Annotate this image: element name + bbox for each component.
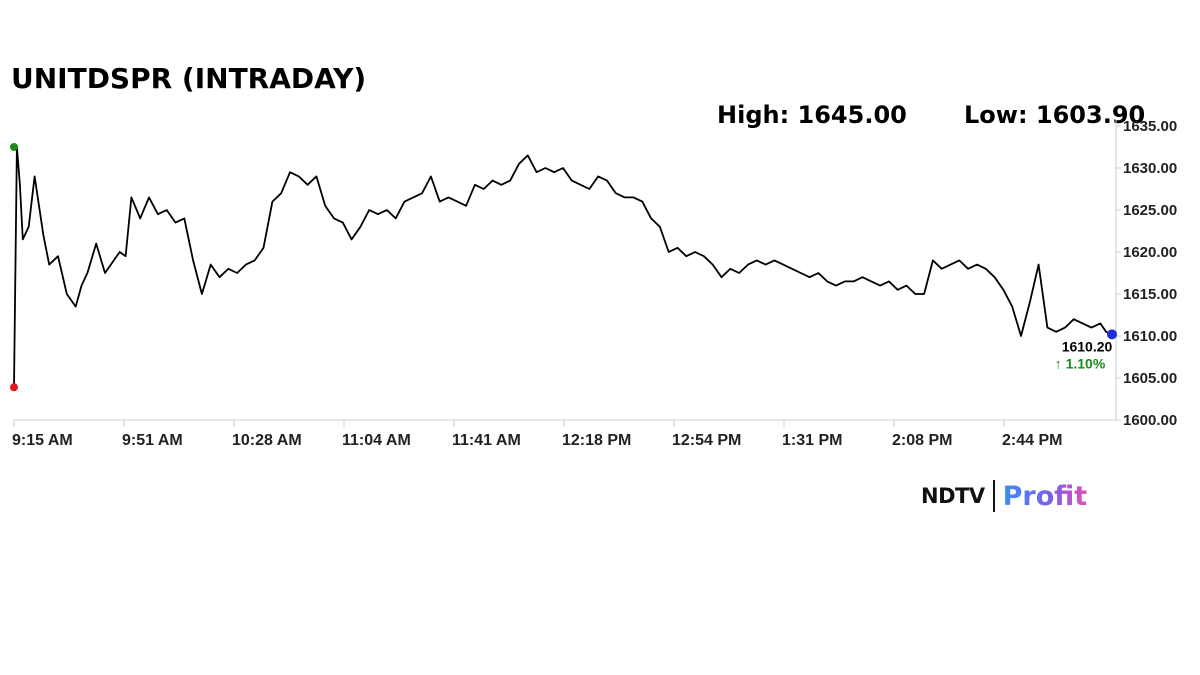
low-price-label: Low: 1603.90 [964, 101, 1146, 129]
y-tick-label: 1635.00 [1123, 118, 1177, 135]
y-tick-label: 1600.00 [1123, 412, 1177, 429]
ndtv-wordmark: NDTV [921, 484, 985, 508]
x-tick-label: 12:54 PM [672, 432, 741, 449]
y-tick-label: 1625.00 [1123, 202, 1177, 219]
ndtv-profit-logo: NDTV Profit [921, 478, 1087, 514]
x-tick-label: 10:28 AM [232, 432, 302, 449]
y-tick-label: 1605.00 [1123, 370, 1177, 387]
low-marker-dot [10, 383, 18, 392]
x-tick-label: 9:15 AM [12, 432, 73, 449]
y-tick-label: 1615.00 [1123, 286, 1177, 303]
x-tick-label: 1:31 PM [782, 432, 842, 449]
profit-wordmark: Profit [1002, 480, 1088, 512]
chart-title: UNITDSPR (INTRADAY) [11, 62, 367, 95]
x-tick-label: 2:08 PM [892, 432, 952, 449]
logo-divider [992, 480, 995, 512]
last-price-dot [1107, 329, 1117, 340]
x-tick-label: 2:44 PM [1002, 432, 1062, 449]
price-change-label: ↑ 1.10% [1055, 355, 1106, 371]
x-tick-label: 11:04 AM [342, 432, 411, 449]
price-line [13, 146, 1113, 387]
x-tick-label: 12:18 PM [562, 432, 631, 449]
x-tick-label: 9:51 AM [122, 432, 183, 449]
y-tick-label: 1630.00 [1123, 160, 1177, 177]
x-tick-label: 11:41 AM [452, 432, 521, 449]
y-tick-label: 1620.00 [1123, 244, 1177, 261]
high-price-label: High: 1645.00 [717, 101, 907, 129]
y-tick-label: 1610.00 [1123, 328, 1177, 345]
last-price-label: 1610.20 [1062, 338, 1113, 354]
open-marker-dot [10, 143, 18, 151]
